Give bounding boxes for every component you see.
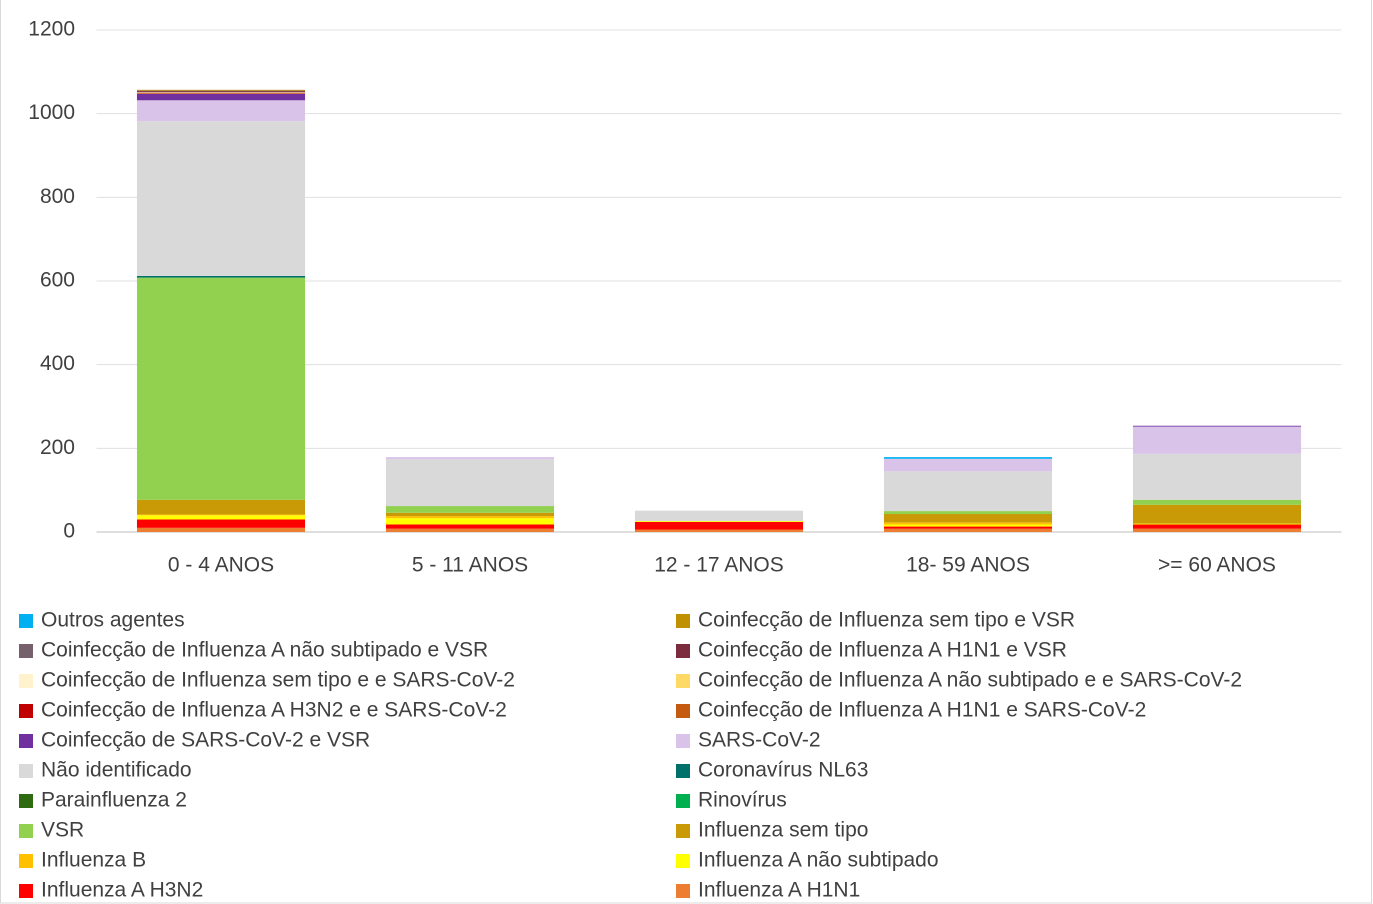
bar-segment: [1132, 425, 1302, 427]
bar-segment: [136, 499, 306, 515]
legend-label: Influenza B: [41, 849, 146, 872]
x-tick-label: 12 - 17 ANOS: [654, 554, 784, 577]
legend-label: Influenza A H3N2: [41, 879, 203, 902]
y-tick-label: 400: [40, 352, 75, 375]
legend-label: Coronavírus NL63: [698, 759, 868, 782]
bar-segment: [634, 529, 804, 532]
legend-swatch: [19, 614, 33, 628]
bar-segment: [883, 526, 1053, 529]
legend-label: Influenza A não subtipado: [698, 849, 939, 872]
x-tick-label: 18- 59 ANOS: [906, 554, 1030, 577]
bar-segment: [136, 100, 306, 122]
bar-segment: [385, 528, 555, 532]
bar-segment: [385, 459, 555, 507]
legend-label: Influenza A H1N1: [698, 879, 860, 902]
legend-swatch: [676, 794, 690, 808]
legend-swatch: [19, 674, 33, 688]
legend-label: Coinfecção de Influenza A não subtipado …: [41, 639, 488, 662]
bar-segment: [634, 521, 804, 522]
x-tick-label: 5 - 11 ANOS: [412, 554, 528, 577]
legend-swatch: [19, 884, 33, 898]
x-tick-label: 0 - 4 ANOS: [168, 554, 274, 577]
x-tick-label: >= 60 ANOS: [1158, 554, 1276, 577]
legend-swatch: [676, 734, 690, 748]
legend-swatch: [676, 764, 690, 778]
bar-segment: [385, 524, 555, 529]
legend-label: Coinfecção de Influenza sem tipo e VSR: [698, 609, 1075, 632]
bar-segment: [136, 121, 306, 276]
legend-label: Coinfecção de Influenza A não subtipado …: [698, 669, 1242, 692]
y-tick-label: 1000: [28, 101, 75, 124]
bar-segment: [883, 528, 1053, 532]
bar-segment: [883, 511, 1053, 515]
bar-segment: [1132, 528, 1302, 532]
legend-swatch: [676, 644, 690, 658]
bar-segment: [1132, 499, 1302, 505]
bar-segment: [634, 510, 804, 522]
bar-segment: [136, 94, 306, 101]
bar-segment: [136, 515, 306, 520]
legend-label: Coinfecção de Influenza A H3N2 e e SARS-…: [41, 699, 507, 722]
bar-segment: [1132, 524, 1302, 529]
bar-segment: [136, 91, 306, 93]
legend-label: Coinfecção de Influenza sem tipo e e SAR…: [41, 669, 515, 692]
bar-segment: [634, 521, 804, 530]
legend-label: Coinfecção de SARS-CoV-2 e VSR: [41, 729, 370, 752]
bar-segment: [385, 512, 555, 517]
bar-segment: [136, 275, 306, 278]
legend-label: Rinovírus: [698, 789, 787, 812]
legend-swatch: [19, 794, 33, 808]
bar-segment: [136, 89, 306, 91]
legend-swatch: [676, 884, 690, 898]
bar-segment: [1132, 523, 1302, 525]
legend-swatch: [19, 644, 33, 658]
bar-segment: [136, 527, 306, 532]
bar-segment: [136, 514, 306, 516]
legend-swatch: [676, 824, 690, 838]
bar-segment: [883, 458, 1053, 472]
y-tick-label: 1200: [28, 18, 75, 41]
bar-segment: [1132, 453, 1302, 500]
bar-segment: [1132, 426, 1302, 454]
y-tick-label: 200: [40, 436, 75, 459]
bar-segment: [385, 506, 555, 513]
y-tick-label: 600: [40, 269, 75, 292]
legend-label: SARS-CoV-2: [698, 729, 821, 752]
legend-swatch: [19, 854, 33, 868]
legend-label: Coinfecção de Influenza A H1N1 e SARS-Co…: [698, 699, 1146, 722]
bar-segment: [883, 522, 1053, 525]
legend-swatch: [676, 704, 690, 718]
legend-label: Influenza sem tipo: [698, 819, 868, 842]
bar-segment: [385, 516, 555, 519]
legend-swatch: [19, 734, 33, 748]
bar-segment: [883, 524, 1053, 527]
legend-swatch: [19, 704, 33, 718]
legend-label: Coinfecção de Influenza A H1N1 e VSR: [698, 639, 1067, 662]
legend-label: VSR: [41, 819, 84, 842]
bar-segment: [385, 457, 555, 460]
legend-swatch: [676, 614, 690, 628]
bar-segment: [883, 471, 1053, 512]
bar-segment: [1132, 504, 1302, 524]
legend-label: Outros agentes: [41, 609, 185, 632]
legend-swatch: [676, 674, 690, 688]
bar-segment: [136, 519, 306, 528]
legend-swatch: [19, 764, 33, 778]
legend-label: Parainfluenza 2: [41, 789, 187, 812]
y-tick-label: 800: [40, 185, 75, 208]
bar-segment: [385, 518, 555, 525]
bar-segment: [136, 278, 306, 500]
legend-swatch: [19, 824, 33, 838]
legend-label: Não identificado: [41, 759, 192, 782]
legend-swatch: [676, 854, 690, 868]
bar-segment: [883, 514, 1053, 523]
bar-segment: [883, 457, 1053, 459]
y-tick-label: 0: [63, 520, 75, 543]
